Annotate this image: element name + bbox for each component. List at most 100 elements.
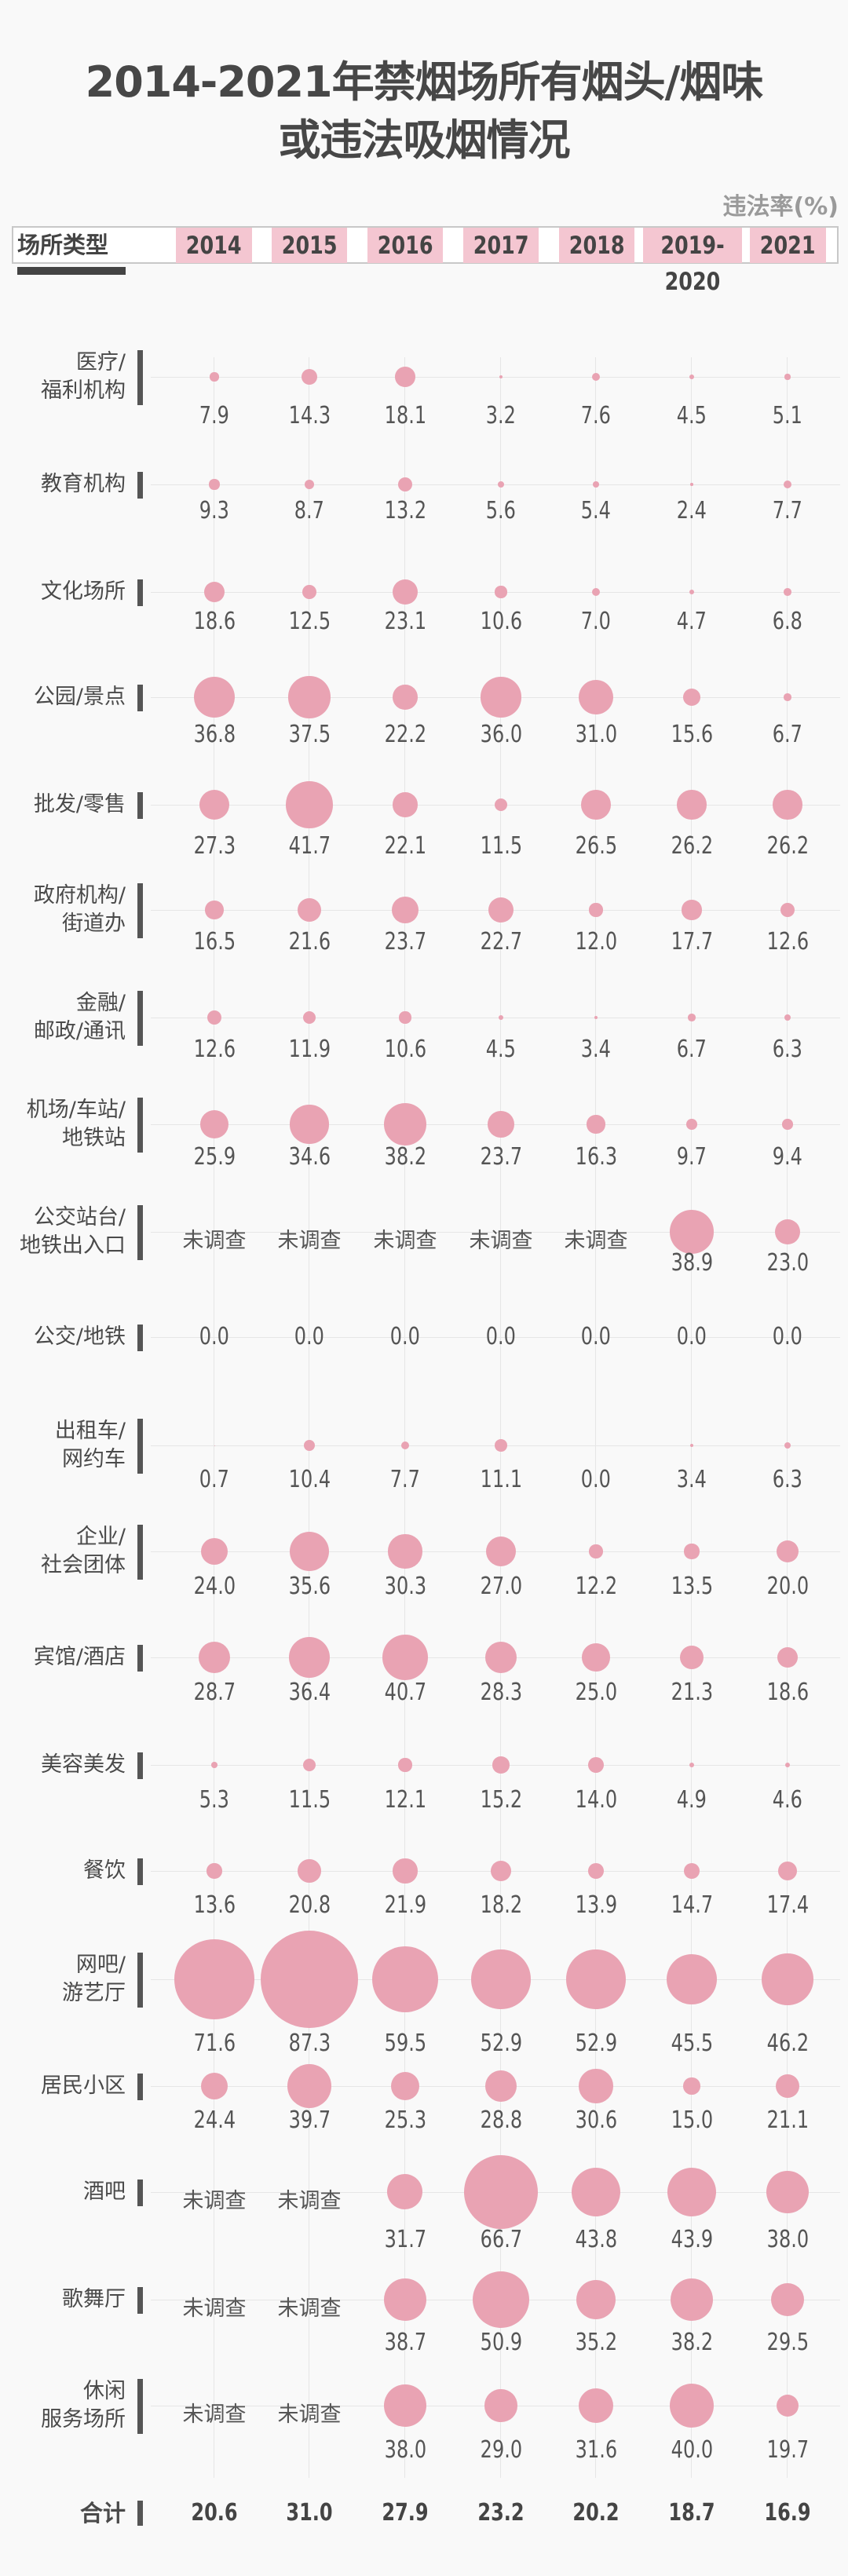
- category-label: 医疗/福利机构: [41, 349, 126, 405]
- value-label: 43.8: [549, 2227, 643, 2253]
- value-text: 39.7: [288, 2106, 331, 2134]
- value-label: 59.5: [358, 2030, 452, 2057]
- value-text: 45.5: [671, 2030, 713, 2057]
- value-label: 4.7: [645, 608, 739, 635]
- value-label: 87.3: [262, 2030, 356, 2057]
- category-label: 企业/社会团体: [41, 1523, 126, 1580]
- value-text: 28.8: [480, 2106, 522, 2134]
- value-text: 43.8: [575, 2226, 617, 2253]
- total-value: 18.7: [645, 2500, 739, 2527]
- bubble: [207, 1863, 222, 1879]
- value-label: 7.6: [549, 403, 643, 429]
- value-text: 25.0: [575, 1679, 617, 1706]
- bubble: [398, 1758, 412, 1772]
- category-label-line: 居民小区: [41, 2074, 126, 2098]
- value-label: 43.9: [645, 2227, 739, 2253]
- bubble: [484, 2070, 517, 2103]
- category-label-line: 出租车/: [54, 1419, 126, 1443]
- total-value-text: 23.2: [477, 2499, 525, 2527]
- value-text: 4.7: [676, 608, 707, 635]
- grid-line-vertical: [787, 357, 788, 2478]
- bubble: [481, 677, 521, 718]
- bubble: [588, 1863, 604, 1879]
- value-text: 6.8: [772, 608, 803, 635]
- bubble: [773, 790, 802, 820]
- value-label: 20.8: [262, 1892, 356, 1919]
- bubble: [670, 2278, 714, 2322]
- grid-line-vertical: [691, 357, 692, 2478]
- value-text: 28.7: [193, 1679, 236, 1706]
- value-text: 52.9: [480, 2030, 522, 2057]
- category-label-line: 服务场所: [41, 2407, 126, 2432]
- value-label: 16.3: [549, 1144, 643, 1171]
- bubble: [392, 579, 419, 605]
- value-label: 31.0: [549, 722, 643, 748]
- value-text: 38.2: [671, 2329, 713, 2356]
- value-text: 13.5: [671, 1573, 713, 1600]
- category-marker-bar: [137, 1953, 143, 2008]
- value-label: 23.0: [740, 1250, 835, 1277]
- bubble: [387, 2174, 423, 2210]
- value-text: 23.0: [766, 1249, 809, 1277]
- bubble: [393, 685, 418, 710]
- value-text: 12.1: [384, 1786, 426, 1814]
- category-label-line: 医疗/: [75, 350, 126, 375]
- value-label: 28.7: [167, 1679, 261, 1706]
- bubble: [682, 900, 702, 920]
- bubble: [488, 1111, 514, 1138]
- category-label: 出租车/网约车: [55, 1417, 126, 1474]
- category-label: 酒吧: [83, 2178, 126, 2206]
- value-text: 0.0: [199, 1323, 230, 1350]
- header-type-label: 场所类型: [17, 232, 109, 258]
- bubble: [297, 897, 322, 923]
- value-label: 15.6: [645, 722, 739, 748]
- category-marker-bar: [137, 1525, 143, 1580]
- value-label: 10.6: [454, 608, 548, 635]
- grid-line-vertical: [500, 357, 501, 2478]
- value-label: 0.0: [262, 1324, 356, 1350]
- value-label: 26.2: [740, 833, 835, 860]
- bubble: [391, 2072, 419, 2100]
- value-label: 18.1: [358, 403, 452, 429]
- value-label: 31.6: [549, 2437, 643, 2464]
- bubble: [384, 2384, 426, 2427]
- value-text: 40.7: [384, 1679, 426, 1706]
- not-surveyed-label: 未调查: [182, 1229, 247, 1253]
- value-text: 46.2: [766, 2030, 809, 2057]
- grid-line-horizontal: [151, 484, 840, 485]
- bubble: [207, 1010, 221, 1025]
- value-label: 9.4: [740, 1144, 835, 1171]
- bubble: [214, 1445, 215, 1446]
- bubble: [392, 897, 419, 923]
- value-text: 38.9: [671, 1249, 713, 1277]
- value-label: 0.0: [740, 1324, 835, 1350]
- bubble: [463, 2154, 539, 2230]
- bubble: [199, 789, 230, 820]
- bubble: [776, 2074, 799, 2098]
- category-marker-bar: [137, 883, 143, 938]
- value-label: 10.4: [262, 1467, 356, 1493]
- value-text: 36.8: [193, 721, 236, 748]
- bubble: [498, 1014, 504, 1021]
- category-label-line: 金融/: [75, 991, 126, 1015]
- value-label: 38.7: [358, 2329, 452, 2356]
- category-label-line: 文化场所: [41, 579, 126, 604]
- value-text: 4.9: [676, 1786, 707, 1814]
- bubble: [393, 1858, 418, 1884]
- value-text: 7.7: [389, 1466, 421, 1493]
- value-text: 3.4: [676, 1466, 707, 1493]
- year-header-2018: 2018: [559, 228, 634, 263]
- not-surveyed-label: 未调查: [182, 2189, 247, 2213]
- category-marker-bar: [137, 991, 143, 1046]
- value-text: 5.4: [580, 497, 612, 524]
- value-text: 11.5: [480, 832, 522, 860]
- category-label: 公园/景点: [34, 683, 126, 711]
- value-label: 7.9: [167, 403, 261, 429]
- bubble: [593, 481, 599, 488]
- value-label: 5.1: [740, 403, 835, 429]
- value-label: 25.9: [167, 1144, 261, 1171]
- not-surveyed-label: 未调查: [277, 2296, 342, 2321]
- value-text: 20.0: [766, 1573, 809, 1600]
- value-label: 71.6: [167, 2030, 261, 2057]
- category-label-line: 机场/车站/: [26, 1098, 126, 1122]
